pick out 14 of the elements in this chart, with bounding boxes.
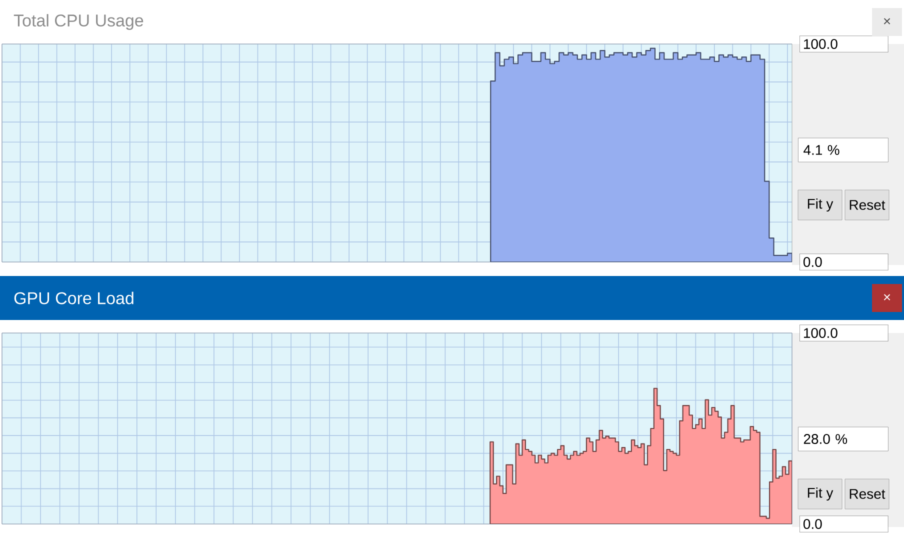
text: 28.0 %: [804, 434, 848, 444]
chart-title: GPU Core Load: [14, 292, 134, 304]
text: Reset: [850, 200, 886, 210]
y-tick-label: 0.0: [803, 519, 822, 529]
y-tick-label: 100.0: [804, 328, 838, 338]
text: Fit y: [808, 487, 834, 501]
text: 4.1 %: [804, 145, 840, 155]
text: ×: [884, 294, 890, 300]
text: Reset: [850, 489, 886, 499]
text: Fit y: [808, 198, 834, 212]
chart-title: Total CPU Usage: [14, 14, 144, 30]
y-tick-label: 0.0: [803, 257, 822, 267]
text: ×: [884, 18, 890, 24]
y-tick-label: 100.0: [804, 39, 838, 49]
